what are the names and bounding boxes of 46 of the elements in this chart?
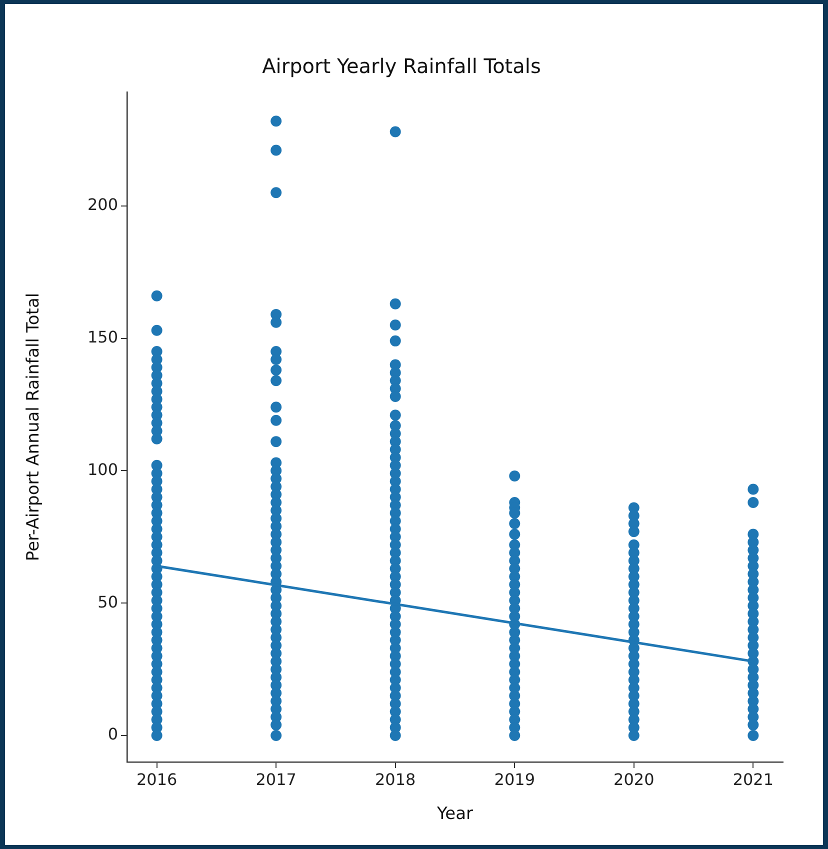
point — [270, 364, 282, 376]
y-tick-label: 0 — [108, 724, 118, 744]
x-tick-label: 2021 — [732, 770, 774, 789]
point — [390, 298, 401, 310]
point — [748, 719, 759, 730]
point — [628, 526, 640, 538]
point — [390, 410, 401, 421]
x-tick-label: 2017 — [256, 770, 296, 789]
y-tick-label: 50 — [98, 592, 118, 612]
x-tick-label: 2016 — [136, 770, 178, 789]
point — [509, 470, 520, 482]
x-axis-title: Year — [436, 804, 474, 824]
x-tick-label: 2020 — [614, 770, 654, 789]
point — [270, 187, 282, 198]
point — [628, 730, 640, 742]
point — [270, 414, 282, 426]
y-tick-label: 150 — [87, 327, 118, 346]
point — [390, 126, 401, 138]
point — [748, 730, 759, 742]
point — [748, 496, 759, 508]
chart-title: Airport Yearly Rainfall Totals — [262, 54, 541, 78]
point — [151, 730, 162, 742]
point — [270, 730, 282, 742]
point — [270, 316, 282, 328]
point — [390, 730, 401, 742]
y-axis-title: Per-Airport Annual Rainfall Total — [24, 292, 44, 562]
point — [270, 402, 282, 413]
x-tick-label: 2019 — [494, 770, 535, 789]
point — [151, 324, 162, 336]
x-tick-label: 2018 — [375, 770, 416, 789]
point — [390, 335, 401, 346]
point — [390, 391, 401, 402]
point — [748, 484, 759, 495]
y-tick-label: 100 — [87, 460, 118, 479]
y-tick-label: 200 — [87, 195, 118, 214]
point — [270, 375, 282, 386]
point — [151, 290, 162, 302]
point — [509, 528, 520, 540]
point — [509, 518, 520, 530]
point — [270, 719, 282, 730]
point — [270, 144, 282, 156]
point — [390, 320, 401, 331]
point — [151, 433, 162, 444]
point — [270, 436, 282, 448]
point — [270, 116, 282, 127]
point — [509, 730, 520, 742]
